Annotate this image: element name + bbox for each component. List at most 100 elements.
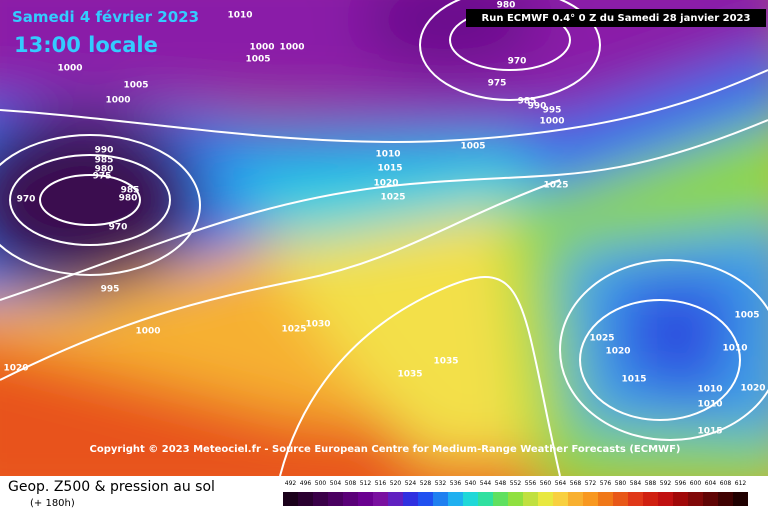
isobar-label: 1005 [123,81,148,91]
isobar-label: 980 [95,165,114,175]
scale-label: 520 [390,480,402,487]
scale-swatch [553,492,568,506]
isobar-label: 985 [518,97,537,107]
scale-swatch [373,492,388,506]
isobar-label: 990 [528,102,547,112]
isobar-label: 970 [17,195,36,205]
isobar-label: 1005 [734,311,759,321]
scale-label: 524 [405,480,417,487]
scale-swatch [403,492,418,506]
scale-swatch [658,492,673,506]
scale-label: 532 [435,480,447,487]
isobar-label: 1000 [57,64,82,74]
isobar-label: 985 [95,156,114,166]
scale-label: 564 [555,480,567,487]
scale-swatch [523,492,538,506]
scale-label: 556 [525,480,537,487]
isobar-label: 980 [497,1,516,11]
scale-swatch [313,492,328,506]
scale-label: 500 [315,480,327,487]
scale-label: 548 [495,480,507,487]
scale-label: 560 [540,480,552,487]
scale-label: 568 [570,480,582,487]
scale-swatch [358,492,373,506]
scale-label: 588 [645,480,657,487]
scale-label: 536 [450,480,462,487]
scale-swatch [493,492,508,506]
scale-swatch [463,492,478,506]
scale-swatch [388,492,403,506]
isobar-label: 1020 [3,364,28,374]
scale-label: 528 [420,480,432,487]
isobar-label: 995 [101,285,120,295]
isobar-label: 1010 [722,344,747,354]
scale-swatch [538,492,553,506]
scale-label: 504 [330,480,342,487]
scale-swatch [478,492,493,506]
scale-swatch [733,492,748,506]
isobar-label: 990 [95,146,114,156]
isobar-label: 970 [508,57,527,67]
isobar-label: 1000 [249,43,274,53]
scale-swatch [418,492,433,506]
isobar-label: 1020 [373,179,398,189]
scale-label: 604 [705,480,717,487]
date: Samedi 4 février 2023 [12,8,199,26]
isobar-label: 1035 [397,370,422,380]
isobar-label: 1010 [697,385,722,395]
scale-label: 600 [690,480,702,487]
isobars [0,0,768,477]
isobar-label: 975 [488,79,507,89]
isobar-label: 1015 [377,164,402,174]
isobar-label: 1000 [279,43,304,53]
footer-title: Geop. Z500 & pression au sol [8,479,215,495]
isobar-label: 1025 [589,334,614,344]
scale-label: 508 [345,480,357,487]
scale-swatch [673,492,688,506]
time: 13:00 locale [14,33,158,57]
scale-swatch [718,492,733,506]
scale-label: 516 [375,480,387,487]
isobar-label: 985 [121,186,140,196]
run-label: Run ECMWF 0.4° 0 Z du Samedi 28 janvier … [482,13,751,24]
copyright: Copyright © 2023 Meteociel.fr - Source E… [90,444,681,455]
scale-swatch [598,492,613,506]
scale-swatch [508,492,523,506]
isobar-label: 1010 [375,150,400,160]
isobar-label: 1005 [460,142,485,152]
isobar-label: 1000 [539,117,564,127]
isobar-label: 1010 [227,11,252,21]
isobar-label: 980 [119,194,138,204]
scale-label: 540 [465,480,477,487]
scale-label: 544 [480,480,492,487]
isobar-label: 1015 [621,375,646,385]
scale-swatch [613,492,628,506]
scale-swatch [643,492,658,506]
scale-swatch [703,492,718,506]
isobar-label: 1025 [281,325,306,335]
scale-label: 592 [660,480,672,487]
isobar-label: 1035 [433,357,458,367]
isobar-label: 1000 [135,327,160,337]
scale-label: 584 [630,480,642,487]
isobar-label: 1010 [697,400,722,410]
scale-label: 596 [675,480,687,487]
isobar-label: 995 [543,106,562,116]
scale-label: 552 [510,480,522,487]
isobar-label: 1000 [105,96,130,106]
scale-swatch [343,492,358,506]
scale-swatch [328,492,343,506]
scale-label: 580 [615,480,627,487]
scale-swatch [283,492,298,506]
scale-swatch [298,492,313,506]
isobar-label: 970 [109,223,128,233]
isobar-label: 1005 [245,55,270,65]
isobar-label: 1020 [740,384,765,394]
scale-swatch [628,492,643,506]
scale-label: 608 [720,480,732,487]
scale-label: 572 [585,480,597,487]
isobar-label: 1020 [605,347,630,357]
scale-label: 492 [285,480,297,487]
